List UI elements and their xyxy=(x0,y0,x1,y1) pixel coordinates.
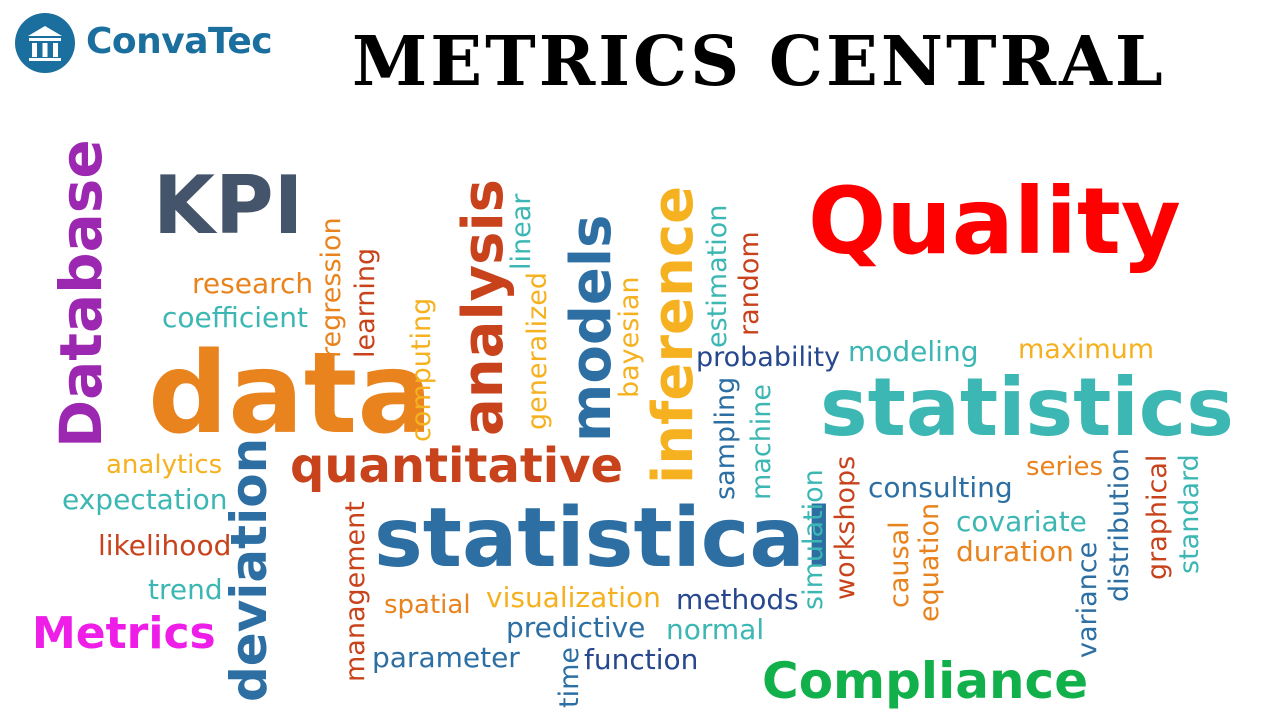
cloud-word-quantitative: quantitative xyxy=(290,438,624,494)
cloud-word-sampling: sampling xyxy=(710,376,741,500)
cloud-word-research: research xyxy=(192,267,314,300)
cloud-word-estimation: estimation xyxy=(702,204,733,348)
page-title: METRICS CENTRAL xyxy=(352,22,1166,102)
cloud-word-distribution: distribution xyxy=(1104,448,1135,602)
cloud-word-spatial: spatial xyxy=(384,590,471,620)
convatec-logo: ConvaTec xyxy=(14,12,314,76)
cloud-word-linear: linear xyxy=(506,193,537,270)
cloud-word-inference: inference xyxy=(641,185,706,484)
keyword-kpi: KPI xyxy=(153,159,304,252)
keyword-metrics: Metrics xyxy=(32,608,216,659)
cloud-word-covariate: covariate xyxy=(956,505,1087,538)
keyword-quality: Quality xyxy=(808,168,1181,275)
cloud-word-predictive: predictive xyxy=(506,611,646,644)
cloud-word-likelihood: likelihood xyxy=(98,529,232,562)
cloud-word-visualization: visualization xyxy=(486,581,661,614)
cloud-word-series: series xyxy=(1026,452,1103,482)
cloud-word-probability: probability xyxy=(696,342,841,373)
cloud-word-consulting: consulting xyxy=(868,471,1013,504)
cloud-word-random: random xyxy=(734,231,765,336)
cloud-word-deviation: deviation xyxy=(220,437,278,702)
cloud-word-models: models xyxy=(559,214,624,442)
cloud-word-analytics: analytics xyxy=(106,450,223,480)
cloud-word-equation: equation xyxy=(914,502,945,622)
cloud-word-management: management xyxy=(340,501,371,682)
cloud-word-methods: methods xyxy=(676,583,799,616)
keyword-compliance: Compliance xyxy=(762,652,1089,710)
cloud-word-expectation: expectation xyxy=(62,483,228,516)
cloud-word-simulation: simulation xyxy=(798,469,829,610)
building-columns-icon xyxy=(15,13,75,73)
cloud-word-modeling: modeling xyxy=(848,335,979,368)
cloud-word-statistical: statistical xyxy=(374,491,833,586)
cloud-word-workshops: workshops xyxy=(830,455,861,600)
cloud-word-learning: learning xyxy=(350,247,381,358)
keyword-database: Database xyxy=(47,139,115,448)
cloud-word-standard: standard xyxy=(1174,454,1205,574)
cloud-word-variance: variance xyxy=(1072,541,1103,658)
cloud-word-bayesian: bayesian xyxy=(614,276,645,399)
cloud-word-coefficient: coefficient xyxy=(162,301,308,334)
cloud-word-maximum: maximum xyxy=(1018,334,1155,365)
cloud-word-computing: computing xyxy=(406,297,437,442)
cloud-word-machine: machine xyxy=(746,383,777,500)
cloud-word-generalized: generalized xyxy=(522,271,553,430)
cloud-word-parameter: parameter xyxy=(372,641,520,674)
cloud-word-data: data xyxy=(148,329,433,459)
cloud-word-time: time xyxy=(554,646,585,708)
cloud-word-analysis: analysis xyxy=(451,178,516,436)
cloud-word-regression: regression xyxy=(316,217,347,358)
cloud-word-statistics: statistics xyxy=(820,361,1234,454)
cloud-word-trend: trend xyxy=(148,573,223,606)
cloud-word-duration: duration xyxy=(956,535,1074,568)
cloud-word-function: function xyxy=(584,643,699,676)
cloud-word-normal: normal xyxy=(666,613,765,646)
cloud-word-causal: causal xyxy=(884,521,915,608)
cloud-word-graphical: graphical xyxy=(1142,454,1173,580)
logo-text: ConvaTec xyxy=(86,21,273,62)
